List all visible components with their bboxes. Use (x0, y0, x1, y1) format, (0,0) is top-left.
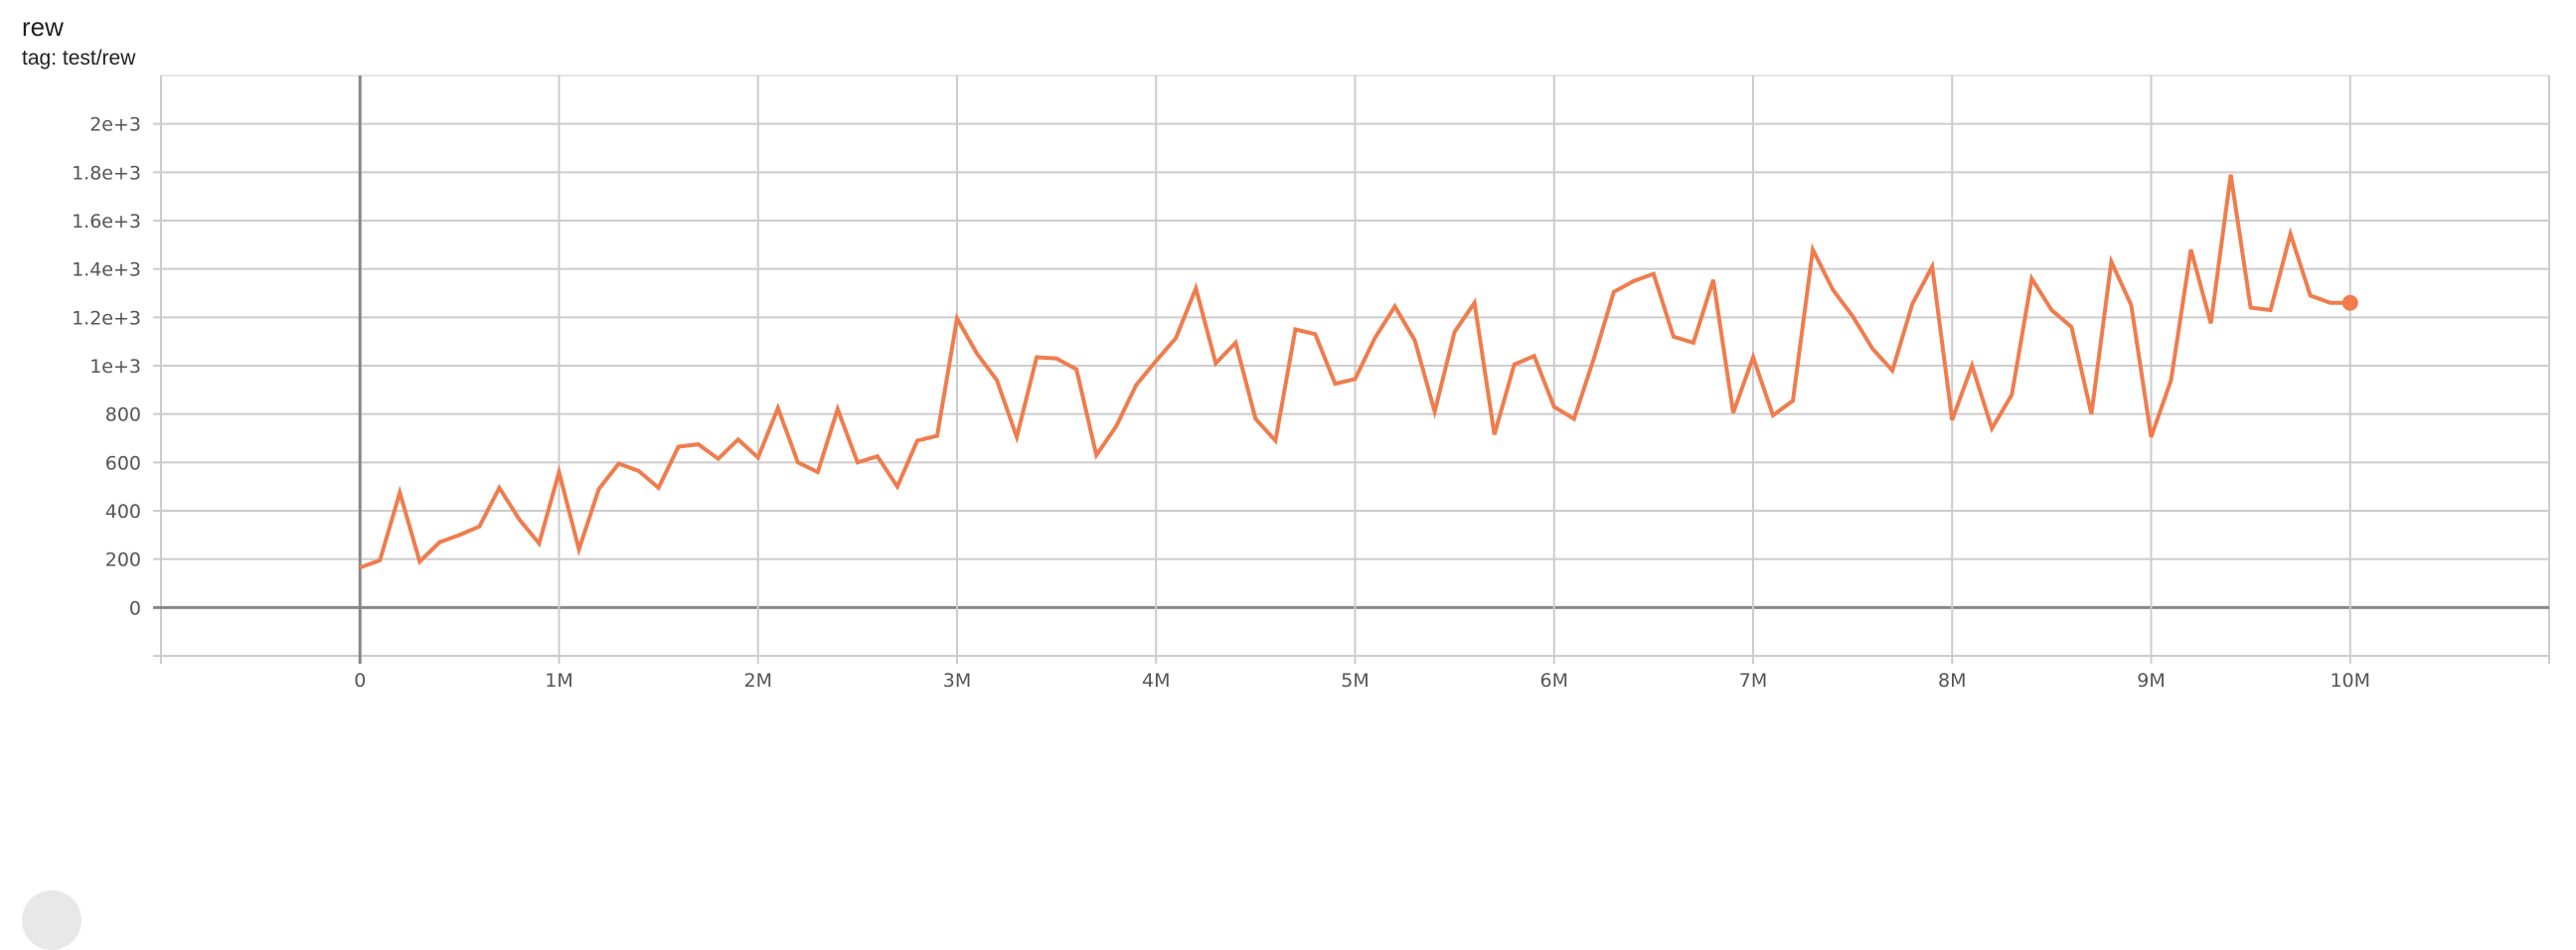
x-tick-label: 4M (1142, 670, 1170, 692)
x-tick-label: 3M (943, 670, 971, 692)
y-tick-label: 200 (105, 550, 141, 571)
chart-title: rew (22, 12, 64, 42)
y-tick-label: 1.4e+3 (72, 259, 141, 281)
chart-tag: tag: test/rew (22, 47, 136, 70)
series-line (359, 174, 2350, 570)
x-tick-label: 1M (545, 670, 572, 692)
x-tick-label: 2M (744, 670, 772, 692)
line-chart[interactable]: 0 200 400 600 800 1e+3 1.2e+3 1.4e+3 1.6e+3 1.8e+… (0, 0, 2576, 900)
x-tick-label: 8M (1938, 670, 1966, 692)
x-tick-label: 9M (2137, 670, 2165, 692)
y-tick-label: 1.8e+3 (72, 162, 141, 184)
x-tick-label: 5M (1341, 670, 1368, 692)
y-tick-label: 600 (105, 452, 141, 474)
x-tick-label: 10M (2330, 670, 2370, 692)
y-tick-label: 1.2e+3 (72, 307, 141, 329)
y-tick-label: 1.6e+3 (72, 211, 141, 233)
y-tick-label: 800 (105, 404, 141, 426)
y-tick-label: 2e+3 (89, 114, 141, 136)
series-last-point (2341, 294, 2358, 311)
decorative-circle (22, 890, 81, 950)
x-tick-label: 6M (1540, 670, 1568, 692)
y-tick-label: 0 (129, 597, 141, 619)
x-tick-label: 0 (354, 670, 366, 692)
y-tick-label: 400 (105, 501, 141, 523)
y-tick-label: 1e+3 (89, 356, 141, 378)
x-tick-label: 7M (1739, 670, 1767, 692)
